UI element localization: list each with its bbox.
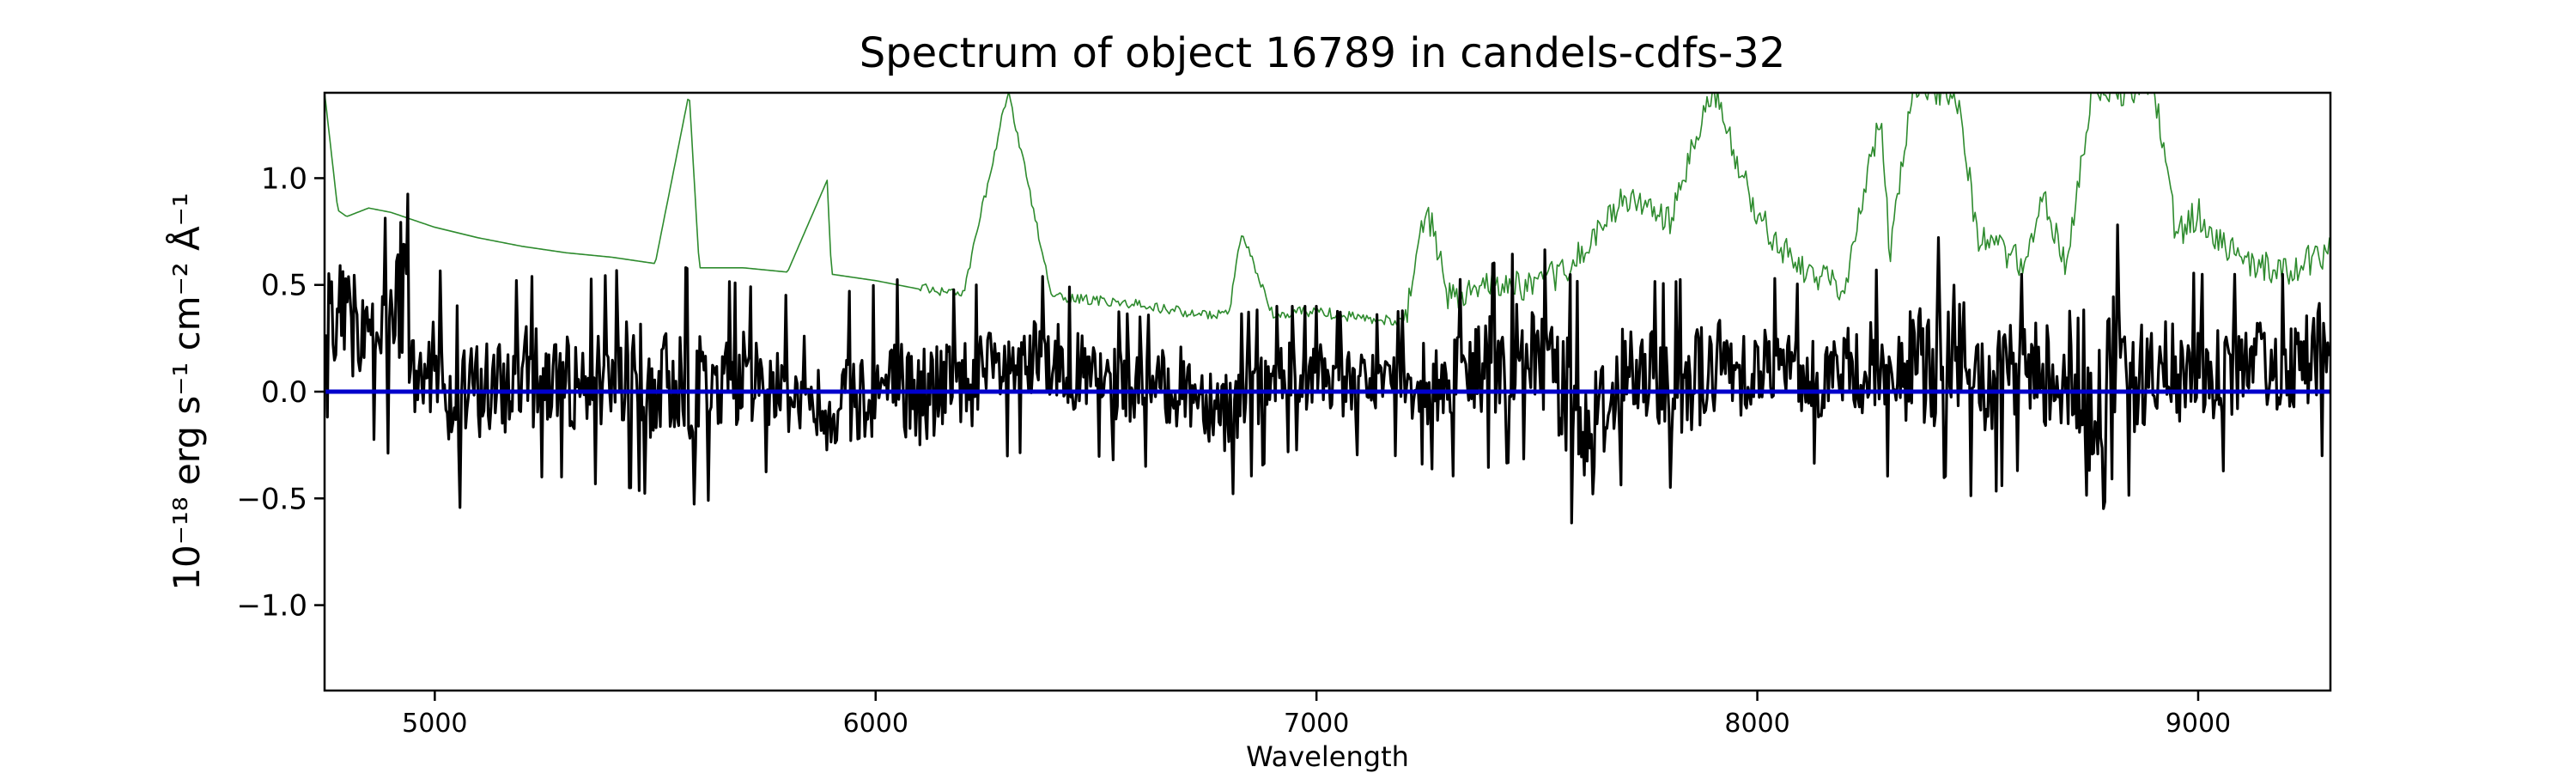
x-tick-label: 9000 — [2166, 709, 2231, 739]
y-tick-label: 1.0 — [261, 161, 307, 196]
flux-spectrum-line — [325, 192, 2330, 525]
y-tick-label: −1.0 — [236, 589, 307, 624]
y-tick-label: 0.5 — [261, 269, 307, 303]
y-axis-label: 10⁻¹⁸ erg s⁻¹ cm⁻² Å⁻¹ — [165, 192, 208, 590]
series-layer — [325, 93, 2330, 525]
x-tick-label: 8000 — [1724, 709, 1789, 739]
chart-title: Spectrum of object 16789 in candels-cdfs… — [860, 29, 1786, 77]
x-axis-label: Wavelength — [1246, 740, 1409, 773]
y-tick-label: 0.0 — [261, 375, 307, 410]
x-tick-label: 7000 — [1284, 709, 1349, 739]
x-axis: 5000 6000 7000 8000 9000 — [402, 691, 2231, 739]
y-tick-label: −0.5 — [236, 482, 307, 516]
x-tick-label: 5000 — [402, 709, 467, 739]
x-tick-label: 6000 — [843, 709, 908, 739]
y-axis: −1.0 −0.5 0.0 0.5 1.0 — [236, 161, 325, 624]
error-spectrum-line — [325, 93, 2330, 326]
